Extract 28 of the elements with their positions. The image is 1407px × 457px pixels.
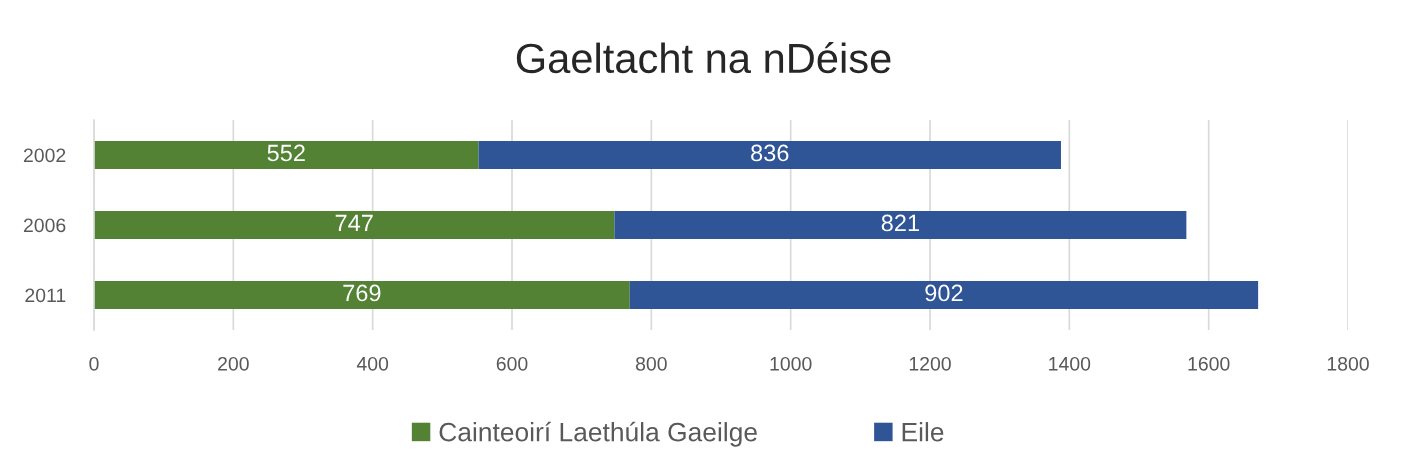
- chart-title: Gaeltacht na nDéise: [516, 42, 891, 74]
- x-tick-label: 1400: [1049, 356, 1091, 371]
- y-tick-label: 2006: [23, 218, 66, 233]
- bar: [94, 281, 630, 309]
- x-tick-label: 800: [635, 356, 667, 371]
- x-tick-label: 0: [89, 356, 99, 371]
- x-tick-label: 600: [496, 356, 528, 371]
- legend-label: Eile: [902, 422, 944, 442]
- data-label: 769: [343, 284, 381, 302]
- x-tick-label: 400: [356, 356, 389, 371]
- data-label: 821: [881, 214, 919, 232]
- data-label: 836: [751, 144, 789, 162]
- data-label: 552: [267, 144, 305, 162]
- data-label: 902: [925, 284, 963, 302]
- x-tick-label: 1800: [1327, 356, 1369, 371]
- legend-label: Cainteoirí Laethúla Gaeilge: [439, 421, 757, 447]
- bar: [614, 211, 1187, 239]
- bar: [94, 141, 479, 169]
- y-tick-label: 2002: [23, 148, 66, 163]
- data-label: 747: [335, 214, 373, 232]
- bar: [94, 211, 615, 239]
- x-tick-label: 1600: [1188, 356, 1230, 371]
- x-tick-label: 1000: [770, 356, 812, 371]
- x-tick-label: 1200: [909, 356, 951, 371]
- x-tick-label: 200: [218, 356, 249, 371]
- bar: [629, 281, 1259, 309]
- bar: [478, 141, 1061, 169]
- y-tick-label: 2011: [25, 288, 66, 303]
